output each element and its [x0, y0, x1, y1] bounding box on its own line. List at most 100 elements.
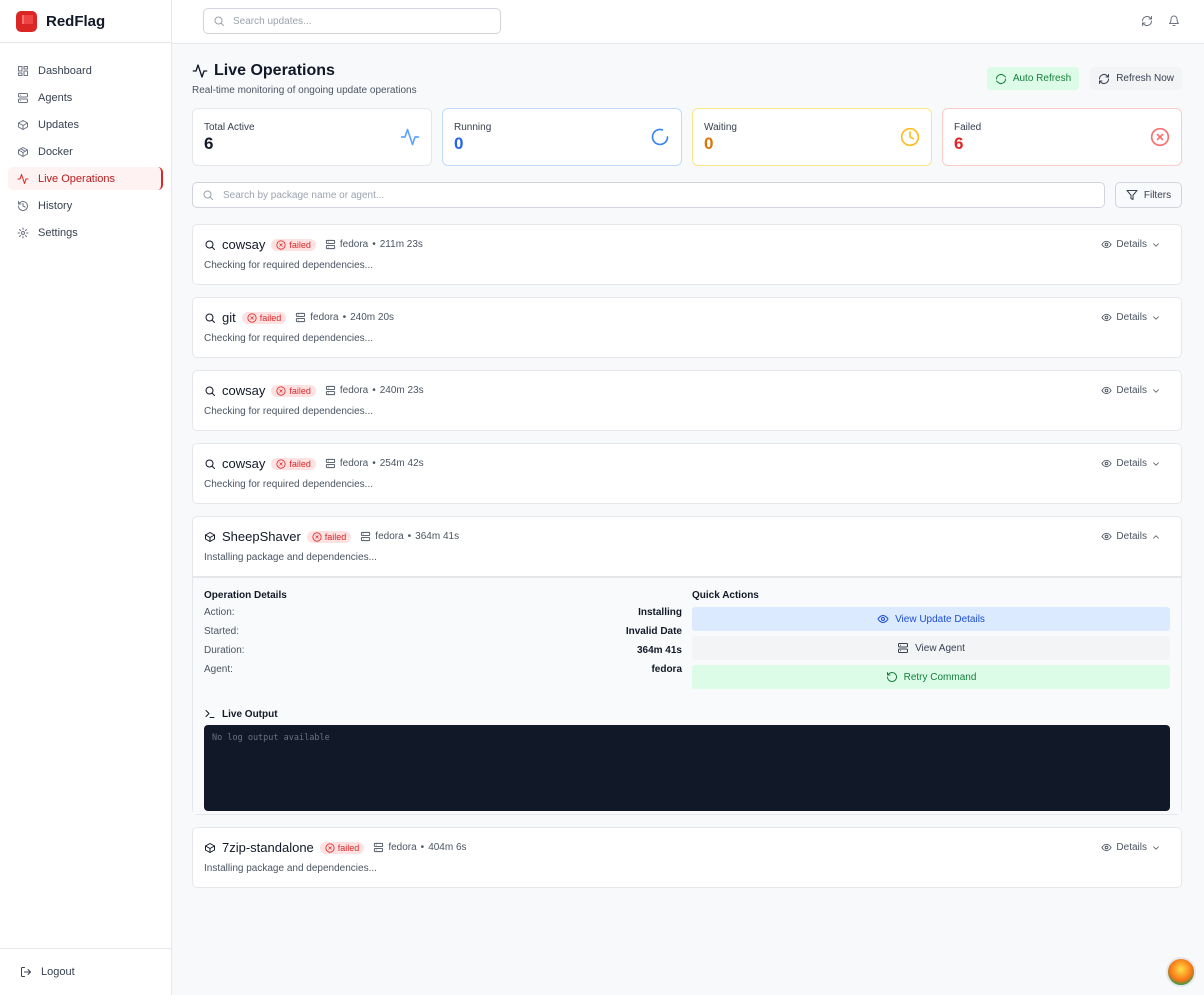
package-name: cowsay	[222, 383, 266, 398]
detail-key: Duration:	[204, 645, 245, 656]
refresh-icon[interactable]	[1141, 15, 1153, 27]
eye-icon	[1101, 458, 1112, 469]
filters-label: Filters	[1143, 189, 1172, 201]
logout-button[interactable]: Logout	[0, 948, 171, 995]
view-agent-button[interactable]: View Agent	[692, 636, 1170, 660]
operation-details-title: Operation Details	[204, 590, 287, 601]
agent-name: fedora	[339, 239, 369, 250]
operation-card: git failed fedora • 240m 20s Checking for …	[192, 297, 1182, 358]
sidebar-item-live-operations[interactable]: Live Operations	[8, 167, 163, 190]
topbar: Search updates...	[172, 0, 1204, 44]
sidebar-item-docker[interactable]: Docker	[8, 140, 163, 163]
logout-label: Logout	[41, 966, 75, 978]
details-toggle-button[interactable]: Details	[1101, 458, 1161, 469]
logout-icon	[20, 966, 32, 978]
detail-key: Agent:	[204, 664, 233, 675]
auto-refresh-button[interactable]: Auto Refresh	[986, 67, 1080, 90]
search-icon	[204, 312, 216, 324]
sidebar-item-label: Live Operations	[38, 172, 116, 185]
stat-value: 6	[204, 134, 214, 153]
package-name: cowsay	[222, 237, 266, 252]
separator: •	[420, 842, 425, 853]
search-icon	[204, 458, 216, 470]
operation-card: 7zip-standalone failed fedora • 404m 6s In…	[192, 827, 1182, 888]
duration: 404m 6s	[428, 842, 467, 853]
refresh-now-label: Refresh Now	[1116, 73, 1174, 84]
detail-row: Action: Installing	[204, 607, 682, 626]
stat-label: Waiting	[704, 122, 737, 133]
retry-command-button[interactable]: Retry Command	[692, 665, 1170, 689]
button-label: View Agent	[915, 642, 965, 654]
details-toggle-button[interactable]: Details	[1101, 312, 1161, 323]
sidebar-item-history[interactable]: History	[8, 194, 163, 217]
details-label: Details	[1116, 385, 1147, 396]
status-text: failed	[289, 239, 311, 250]
search-updates-input[interactable]: Search updates...	[203, 8, 501, 34]
button-label: Retry Command	[903, 671, 977, 683]
sidebar-nav: Dashboard Agents Updates Docker Live Operati…	[0, 43, 171, 244]
sidebar: RedFlag Dashboard Agents Updates Docker Live…	[0, 0, 172, 995]
search-icon	[213, 15, 225, 27]
clock-icon	[900, 127, 920, 147]
status-badge: failed	[271, 384, 316, 397]
activity-icon	[192, 63, 208, 79]
package-name: 7zip-standalone	[222, 840, 314, 855]
sidebar-item-label: Settings	[38, 226, 78, 239]
live-output-terminal[interactable]: No log output available	[204, 725, 1170, 811]
terminal-icon	[204, 708, 216, 720]
dashboard-icon	[17, 65, 29, 77]
duration: 211m 23s	[379, 239, 423, 250]
bell-icon[interactable]	[1168, 15, 1180, 27]
status-badge: failed	[241, 311, 287, 324]
details-label: Details	[1116, 458, 1147, 469]
package-icon	[204, 531, 216, 543]
sidebar-item-dashboard[interactable]: Dashboard	[8, 59, 163, 82]
refresh-icon	[995, 73, 1007, 85]
sidebar-item-settings[interactable]: Settings	[8, 221, 163, 244]
sidebar-item-agents[interactable]: Agents	[8, 86, 163, 109]
details-toggle-button[interactable]: Details	[1101, 239, 1161, 250]
package-name: git	[222, 310, 236, 325]
search-placeholder: Search by package name or agent...	[223, 189, 385, 201]
details-toggle-button[interactable]: Details	[1101, 385, 1161, 396]
floating-avatar[interactable]	[1166, 957, 1196, 987]
package-icon	[17, 119, 29, 131]
stat-card-running: Running 0	[442, 108, 682, 166]
x-circle-icon	[325, 842, 335, 853]
chevron-down-icon	[1151, 459, 1161, 469]
filters-button[interactable]: Filters	[1115, 182, 1182, 208]
package-name: SheepShaver	[222, 529, 301, 544]
operation-message: Checking for required dependencies...	[204, 333, 373, 344]
detail-value: Installing	[638, 607, 682, 618]
stat-card-failed: Failed 6	[942, 108, 1182, 166]
duration: 364m 41s	[415, 531, 460, 542]
stat-value: 0	[454, 134, 464, 153]
server-icon	[295, 312, 306, 323]
sidebar-item-updates[interactable]: Updates	[8, 113, 163, 136]
refresh-now-button[interactable]: Refresh Now	[1090, 67, 1182, 90]
status-text: failed	[324, 531, 347, 542]
sidebar-item-label: History	[38, 199, 73, 212]
detail-value: Invalid Date	[625, 626, 682, 637]
details-label: Details	[1116, 312, 1147, 323]
chevron-down-icon	[1151, 386, 1161, 396]
agent-name: fedora	[339, 385, 369, 396]
spinner-icon	[650, 127, 670, 147]
view-update-details-button[interactable]: View Update Details	[692, 607, 1170, 631]
status-text: failed	[289, 385, 311, 396]
brand[interactable]: RedFlag	[0, 0, 171, 43]
agent-name: fedora	[310, 312, 339, 323]
search-placeholder: Search updates...	[233, 15, 312, 27]
search-icon	[204, 239, 216, 251]
operation-message: Installing package and dependencies...	[204, 552, 377, 563]
eye-icon	[877, 613, 889, 625]
status-badge: failed	[271, 238, 316, 251]
details-toggle-button[interactable]: Details	[1101, 531, 1161, 542]
detail-row: Duration: 364m 41s	[204, 645, 682, 664]
operation-details-panel: Operation Details Action: Installing Start…	[193, 576, 1181, 814]
activity-icon	[17, 173, 29, 185]
detail-row: Agent: fedora	[204, 664, 682, 683]
package-name: cowsay	[222, 456, 266, 471]
details-toggle-button[interactable]: Details	[1101, 842, 1161, 853]
operations-search-input[interactable]: Search by package name or agent...	[192, 182, 1105, 208]
